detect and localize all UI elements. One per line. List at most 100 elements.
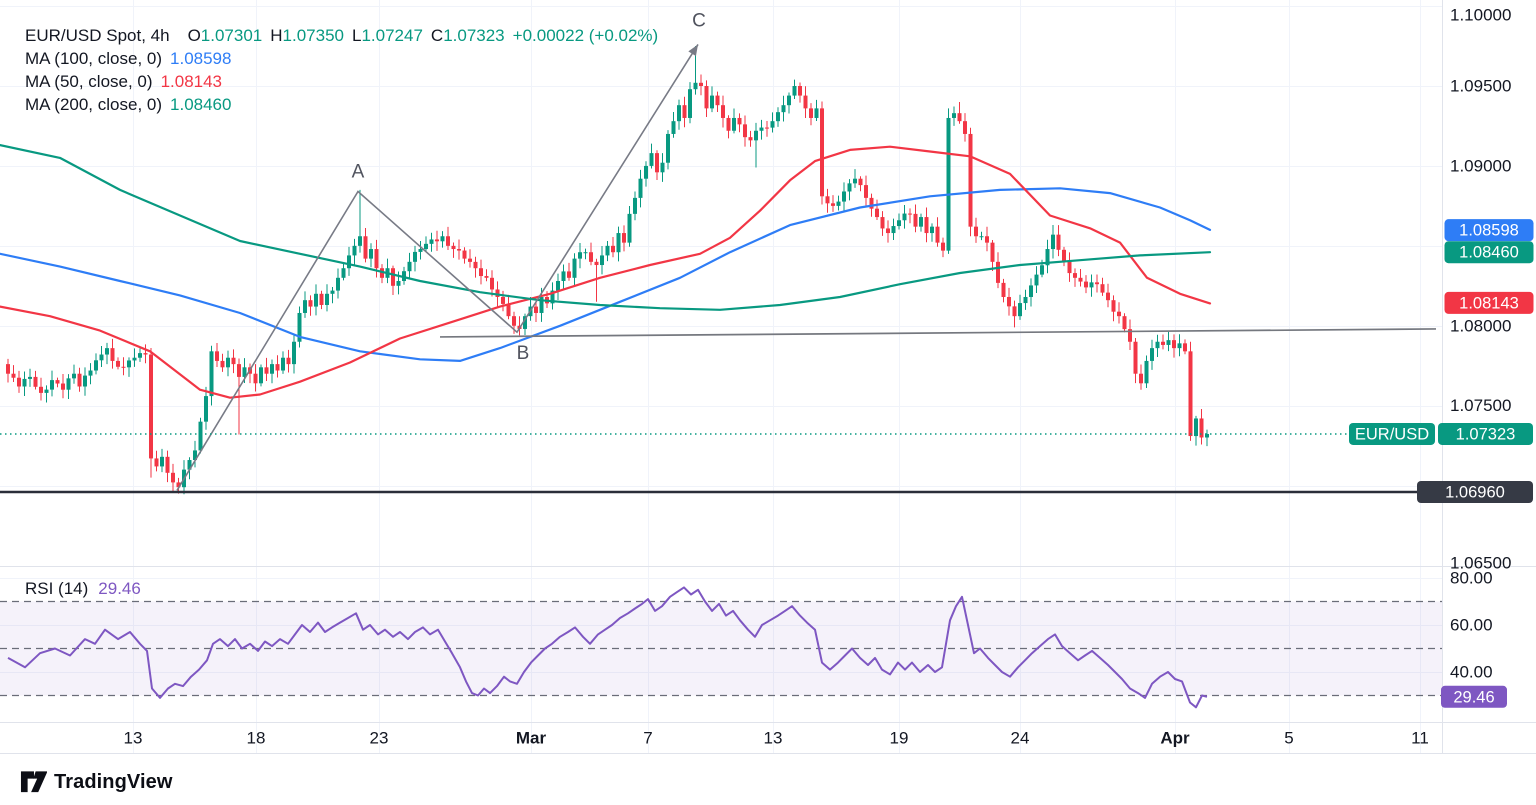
candle-up xyxy=(644,165,648,179)
candle-up xyxy=(902,213,907,221)
price-axis[interactable]: 1.10000 1.09500 1.09000 1.08000 1.07500 1.065… xyxy=(1349,6,1534,708)
ma100-value: 1.08598 xyxy=(170,49,232,68)
ma100-price-badge xyxy=(1444,219,1534,242)
arrow-head xyxy=(688,44,698,57)
candle-down xyxy=(655,153,659,173)
candle-down xyxy=(748,137,753,141)
rsi-value-badge xyxy=(1441,685,1507,708)
candle-up xyxy=(633,197,637,214)
symbol-title[interactable]: EUR/USD Spot, 4h xyxy=(25,26,170,45)
candle-up xyxy=(198,421,203,451)
ma100-legend-row[interactable]: MA (100, close, 0) 1.08598 xyxy=(25,47,658,70)
candle-down xyxy=(743,124,747,138)
candle-up xyxy=(688,89,692,118)
ma50-line[interactable] xyxy=(0,145,1212,399)
candle-down xyxy=(1067,261,1072,274)
tradingview-logo-icon[interactable] xyxy=(20,770,47,794)
candle-up xyxy=(759,127,764,131)
candle-down xyxy=(308,300,313,307)
candle-up xyxy=(693,82,698,90)
candle-down xyxy=(737,117,742,125)
candle-down xyxy=(798,86,802,96)
low-value: 1.07247 xyxy=(361,26,423,45)
candle-up xyxy=(160,456,164,467)
candle-up xyxy=(22,378,27,387)
candle-up xyxy=(1166,340,1171,345)
candle-down xyxy=(715,95,720,106)
candle-down xyxy=(237,364,241,377)
ma50-legend-row[interactable]: MA (50, close, 0) 1.08143 xyxy=(25,70,658,93)
price-axis-label: 1.07500 xyxy=(1450,396,1511,415)
candle-down xyxy=(116,360,120,367)
footer: TradingView xyxy=(20,767,173,797)
candle-up xyxy=(352,245,357,256)
rsi-axis-label: 40.00 xyxy=(1450,663,1493,682)
ma200-legend-row[interactable]: MA (200, close, 0) 1.08460 xyxy=(25,93,658,116)
candle-down xyxy=(1172,340,1176,349)
candle-up xyxy=(1089,282,1094,288)
rsi-legend[interactable]: RSI (14) 29.46 xyxy=(25,579,141,599)
candle-up xyxy=(105,348,109,355)
candle-up xyxy=(754,130,758,141)
candle-down xyxy=(831,203,835,206)
candle-up xyxy=(429,239,434,244)
candles-layer[interactable] xyxy=(6,46,1209,495)
candle-up xyxy=(72,373,76,379)
candle-up xyxy=(616,233,621,253)
ma100-line[interactable] xyxy=(0,187,1212,362)
candle-up xyxy=(539,296,544,313)
candle-up xyxy=(578,252,582,259)
candle-up xyxy=(325,293,329,305)
time-label-month: Apr xyxy=(1160,729,1190,748)
candle-down xyxy=(264,367,269,374)
candle-down xyxy=(1001,282,1006,297)
candle-down xyxy=(858,178,863,186)
candle-up xyxy=(638,178,643,198)
time-label-day: 5 xyxy=(1284,729,1293,748)
candle-down xyxy=(935,226,940,243)
rsi-axis-label: 60.00 xyxy=(1450,616,1493,635)
candle-down xyxy=(1095,282,1099,285)
tradingview-brand[interactable]: TradingView xyxy=(54,770,173,793)
candle-down xyxy=(820,108,824,197)
time-label-day: 13 xyxy=(124,729,143,748)
candle-up xyxy=(891,226,896,234)
candle-up xyxy=(649,153,654,166)
candle-down xyxy=(996,261,1000,283)
candle-down xyxy=(374,249,379,269)
candle-up xyxy=(666,133,670,163)
candle-up xyxy=(132,357,137,361)
rsi-pane[interactable] xyxy=(0,600,1442,697)
candle-up xyxy=(1144,360,1149,384)
candle-down xyxy=(924,217,929,234)
candle-up xyxy=(1177,343,1182,349)
low-label: L xyxy=(351,26,362,45)
candle-down xyxy=(468,258,472,262)
abc-zigzag-drawing[interactable] xyxy=(176,43,699,491)
candle-down xyxy=(1128,329,1132,342)
candle-up xyxy=(979,236,984,238)
candle-down xyxy=(39,386,43,393)
candle-up xyxy=(1029,285,1033,297)
candle-up xyxy=(418,249,423,252)
candle-down xyxy=(704,86,709,109)
resistance-line[interactable] xyxy=(439,328,1437,338)
time-label-day: 23 xyxy=(370,729,389,748)
candle-up xyxy=(297,312,302,342)
candle-up xyxy=(847,183,852,192)
candle-down xyxy=(220,360,225,368)
support-price-badge xyxy=(1417,480,1533,503)
candle-up xyxy=(550,290,555,304)
candle-up xyxy=(1034,274,1039,286)
rsi-label: RSI (14) xyxy=(25,579,89,598)
time-axis[interactable]: 13 18 23 Mar 7 13 19 24 Apr 5 11 xyxy=(124,729,1429,748)
time-label-day: 13 xyxy=(764,729,783,748)
candle-down xyxy=(253,373,258,384)
candle-down xyxy=(765,127,769,129)
ma200-line[interactable] xyxy=(0,144,1212,311)
rsi-line[interactable] xyxy=(7,586,1208,709)
candle-down xyxy=(594,261,599,266)
candle-up xyxy=(407,261,412,272)
